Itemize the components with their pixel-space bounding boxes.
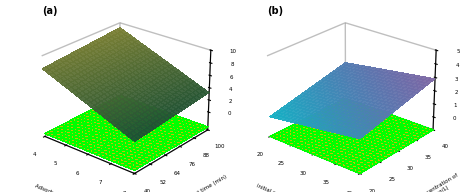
X-axis label: Adsorbent dose (g/L): Adsorbent dose (g/L): [34, 183, 89, 192]
Text: (b): (b): [267, 6, 283, 16]
X-axis label: Initial concentration of
Ni(II) (mg/L): Initial concentration of Ni(II) (mg/L): [253, 183, 315, 192]
Y-axis label: Initial concentration of
Cu(II) (mg/L): Initial concentration of Cu(II) (mg/L): [403, 173, 462, 192]
Text: (a): (a): [42, 6, 57, 16]
Y-axis label: Contact time (min): Contact time (min): [181, 175, 228, 192]
